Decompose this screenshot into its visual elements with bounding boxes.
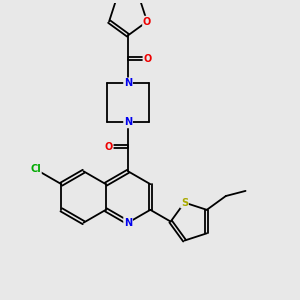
Text: N: N [124,117,132,128]
Text: O: O [104,142,113,152]
Text: N: N [124,78,132,88]
Text: Cl: Cl [30,164,41,174]
Text: O: O [143,16,151,26]
Text: O: O [143,54,152,64]
Text: S: S [181,198,188,208]
Text: N: N [124,218,132,228]
